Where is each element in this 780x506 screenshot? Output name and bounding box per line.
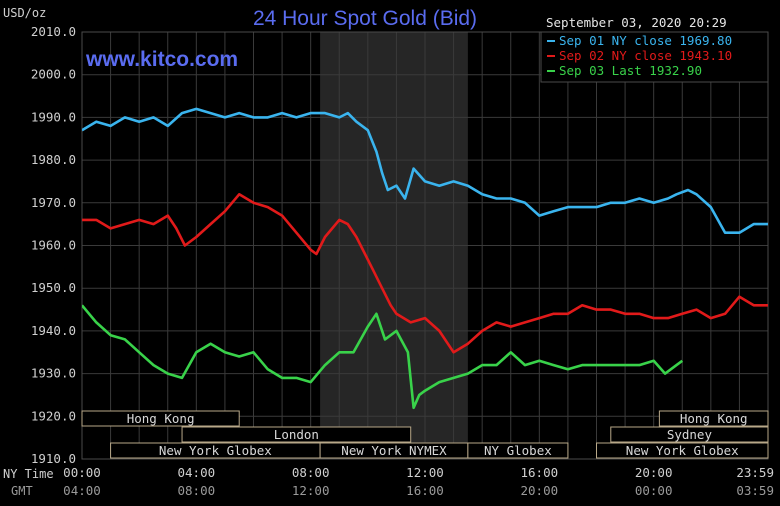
y-tick-label: 1940.0 [31,323,76,338]
session-label: NY Globex [484,443,552,458]
timestamp: September 03, 2020 20:29 [546,15,727,30]
series-line-sep02 [82,193,768,354]
grid-lines [81,31,769,460]
session-box: New York NYMEX [319,442,469,459]
x-axis: 00:00 04:00 08:00 12:00 16:00 20:00 23:59 04:00… [63,465,774,498]
x-row-label-gmt: GMT [11,484,33,498]
x-tick-label: 08:00 [292,465,330,480]
series-line-sep03 [82,304,684,410]
y-tick-label: 1910.0 [31,451,76,466]
unit-label: USD/oz [3,6,46,20]
gmt-tick-label: 03:59 [736,483,774,498]
session-box: Sydney [610,426,769,443]
y-tick-label: 1950.0 [31,280,76,295]
session-box: NY Globex [467,442,569,459]
series-line-sep01 [82,107,768,234]
session-box-frame [467,442,569,459]
x-tick-label: 00:00 [63,465,101,480]
x-tick-label: 23:59 [736,465,774,480]
session-box: New York Globex [110,442,321,459]
y-tick-label: 2000.0 [31,67,76,82]
legend-entry: Sep 01 NY close 1969.80 [559,33,732,48]
y-tick-label: 1960.0 [31,238,76,253]
session-box: London [181,426,412,443]
session-box-frame [181,426,412,443]
plot-frame [81,31,769,460]
x-tick-label: 20:00 [635,465,673,480]
legend-box [540,31,769,83]
y-tick-label: 2010.0 [31,24,76,39]
session-label: Hong Kong [680,411,748,426]
session-label: Hong Kong [127,411,195,426]
session-box-frame [596,442,769,459]
session-label: London [274,427,319,442]
watermark: www.kitco.com [85,48,238,71]
x-tick-label: 16:00 [521,465,559,480]
chart-title: 24 Hour Spot Gold (Bid) [253,7,477,30]
session-box: Hong Kong [81,410,240,427]
session-label: New York NYMEX [341,443,447,458]
session-box-frame [658,410,769,427]
session-box: Hong Kong [658,410,769,427]
gmt-tick-label: 16:00 [406,483,444,498]
y-tick-label: 1970.0 [31,195,76,210]
legend-entry: Sep 02 NY close 1943.10 [559,48,732,63]
y-axis: 2010.0 2000.0 1990.0 1980.0 1970.0 1960.0 1950… [31,24,76,466]
session-label: Sydney [667,427,713,442]
y-tick-label: 1980.0 [31,152,76,167]
session-box-frame [81,410,240,427]
gmt-tick-label: 00:00 [635,483,673,498]
price-series [82,107,768,410]
x-row-label-ny: NY Time [3,467,54,481]
gmt-tick-label: 20:00 [521,483,559,498]
y-tick-label: 1930.0 [31,366,76,381]
gmt-tick-label: 12:00 [292,483,330,498]
session-box-frame [610,426,769,443]
gmt-tick-label: 08:00 [178,483,216,498]
session-label: New York Globex [159,443,272,458]
x-tick-label: 04:00 [178,465,216,480]
x-tick-label: 12:00 [406,465,444,480]
y-tick-label: 1990.0 [31,109,76,124]
y-tick-label: 1920.0 [31,408,76,423]
session-box: New York Globex [596,442,769,459]
session-label: New York Globex [626,443,739,458]
gmt-tick-label: 04:00 [63,483,101,498]
legend-entry: Sep 03 Last 1932.90 [559,63,702,78]
